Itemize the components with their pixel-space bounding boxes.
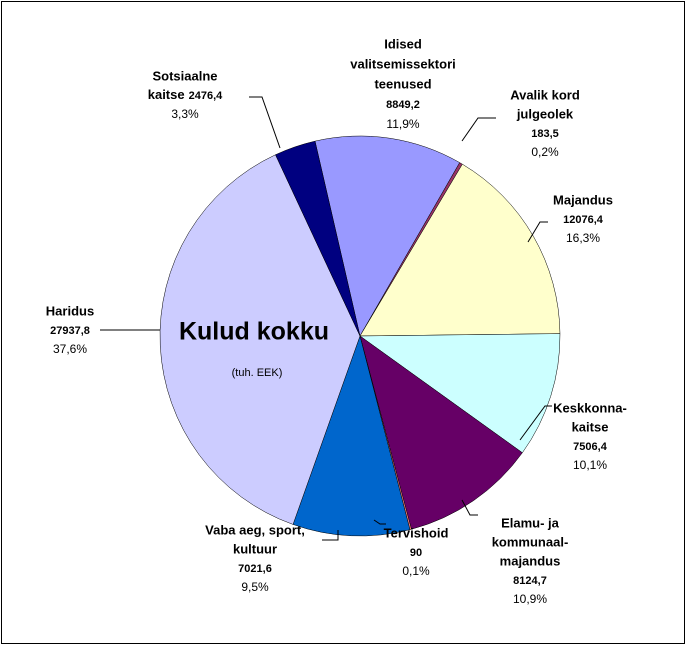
pie-slice — [359, 333, 561, 454]
chart-title: Kulud kokku — [179, 318, 329, 346]
slice-name: Idised — [384, 36, 422, 51]
slice-value: 183,5 — [531, 128, 559, 140]
slice-value: 90 — [410, 547, 422, 559]
slice-value: 7021,6 — [238, 563, 272, 575]
slice-name: Keskkonna- — [553, 400, 627, 415]
slice-name: Vaba aeg, sport, — [205, 522, 305, 537]
slice-percent: 16,3% — [566, 231, 600, 245]
slice-label: kaitse 2476,4 — [148, 87, 223, 102]
leader-line — [461, 499, 478, 516]
pie-slice — [314, 135, 461, 337]
slice-name: kaitse — [148, 87, 185, 102]
leader-lines — [100, 96, 552, 541]
leader-line — [249, 96, 281, 149]
slice-percent: 11,9% — [386, 117, 419, 131]
slice-name: kaitse — [572, 419, 609, 434]
slice-name: valitsemissektori — [350, 56, 456, 71]
leader-line — [322, 530, 339, 541]
slice-percent: 0,2% — [531, 145, 559, 159]
slice-percent: 37,6% — [53, 342, 87, 356]
slice-name: Sotsiaalne — [152, 68, 217, 83]
leader-line — [527, 221, 548, 243]
leader-line — [461, 117, 496, 142]
slice-name: kommunaal- — [492, 534, 569, 549]
pie-slice — [275, 140, 361, 337]
leader-line — [373, 519, 386, 525]
slice-percent: 10,9% — [513, 592, 547, 606]
slice-name: Majandus — [553, 192, 613, 207]
slice-percent: 3,3% — [171, 107, 199, 121]
slice-name: Tervishoid — [384, 525, 449, 540]
slice-value: 27937,8 — [50, 325, 90, 337]
pie-slice — [359, 335, 523, 530]
slice-value: 12076,4 — [563, 214, 604, 226]
pie-slice — [159, 154, 361, 525]
slice-name: kultuur — [233, 541, 277, 556]
slice-name: Elamu- ja — [501, 515, 560, 530]
slice-name: Avalik kord — [510, 87, 580, 102]
pie-slice — [359, 163, 561, 337]
slice-percent: 0,1% — [402, 564, 430, 578]
labels: Idised valitsemissektori teenused 8849,2 11,… — [46, 36, 627, 606]
slice-value: 8124,7 — [513, 575, 547, 587]
slice-value: 8849,2 — [386, 99, 420, 111]
pie-slice — [292, 335, 411, 537]
chart-subtitle: (tuh. EEK) — [232, 367, 283, 379]
slice-percent: 10,1% — [573, 458, 607, 472]
slice-name: teenused — [374, 76, 431, 91]
slice-value: 2476,4 — [189, 90, 224, 102]
slice-percent: 9,5% — [241, 580, 269, 594]
pie — [159, 135, 561, 537]
slice-name: julgeolek — [516, 106, 574, 121]
slice-name: Haridus — [46, 303, 94, 318]
leader-line — [519, 405, 552, 441]
slice-name: majandus — [500, 553, 561, 568]
slice-value: 7506,4 — [573, 441, 608, 453]
